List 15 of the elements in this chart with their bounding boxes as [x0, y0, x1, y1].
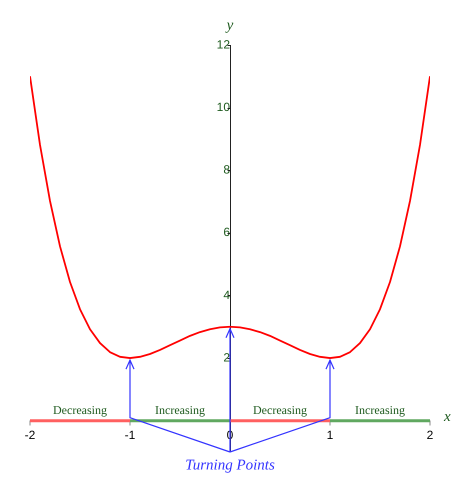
y-tick-label: 10 [216, 100, 230, 114]
x-tick-label: 1 [326, 428, 334, 442]
y-tick-label: 2 [223, 350, 230, 364]
y-tick-label: 12 [216, 37, 230, 52]
annotation: Increasing [155, 402, 205, 417]
x-axis-title: x [443, 409, 451, 426]
y-axis-title: y [224, 17, 234, 34]
annotation: Decreasing [253, 402, 307, 417]
x-tick-label: -2 [24, 428, 36, 442]
annotation: Decreasing [53, 402, 107, 417]
x-tick-label: -1 [124, 428, 136, 442]
x-tick-label: 2 [426, 428, 434, 442]
annotation: Turning Points [185, 457, 275, 474]
annotation: Increasing [355, 402, 405, 417]
y-tick-label: 6 [223, 225, 230, 240]
